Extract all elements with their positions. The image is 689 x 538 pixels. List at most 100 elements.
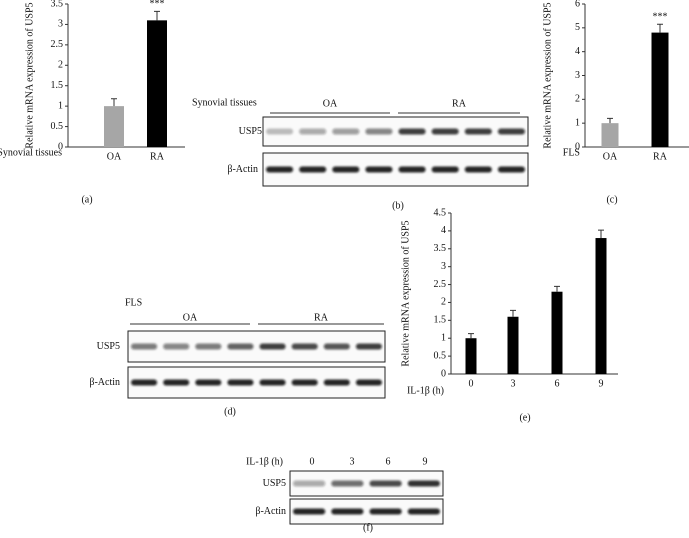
x-tick-label: 0 [469,378,474,389]
band [266,128,294,135]
y-tick-label: 3.5 [51,0,64,9]
panel-label: (d) [224,406,236,417]
lane-label: 0 [310,456,315,467]
y-tick-label: 1.5 [434,315,447,326]
bar [595,238,607,374]
band [131,379,158,386]
band [291,343,318,350]
y-tick-label: 0.5 [51,121,64,132]
y-tick-label: 3.5 [434,243,447,254]
lane-label: 6 [386,456,391,467]
y-tick-label: 3 [58,19,63,30]
x-axis-label: IL-1β (h) [407,385,444,396]
band [369,508,402,515]
band [332,128,360,135]
y-axis-label-box: Relative mRNA expression of USP5 [24,2,35,149]
band [464,166,492,173]
bar [551,291,563,374]
group-label: OA [323,98,338,109]
panel-label: (b) [392,200,404,211]
band [131,343,158,350]
significance: *** [653,12,668,23]
y-tick-label: 2 [58,60,63,71]
y-tick-label: 2.5 [434,279,447,290]
y-tick-label: 2.5 [51,39,64,50]
band [431,128,459,135]
blot-header: Synovial tissues [192,97,257,108]
error-bar [468,333,474,339]
band [355,343,382,350]
row-label: β-Actin [89,377,120,388]
error-bar [111,98,117,107]
band [332,166,360,173]
error-bar [510,309,516,317]
y-tick-label: 4.5 [434,207,447,218]
band [464,128,492,135]
y-tick-label: 2 [441,297,446,308]
x-tick-label: OA [107,151,122,162]
band [369,480,402,487]
band [365,128,393,135]
band [497,166,525,173]
bar [651,32,669,147]
panel-label: (c) [606,194,617,205]
panel-label: (f) [363,522,373,533]
y-tick-label: 0 [58,141,63,152]
y-tick-label: 5 [575,22,580,33]
band [299,128,327,135]
error-bar [598,229,604,239]
panel-label: (a) [81,194,92,205]
bar [465,338,477,374]
y-axis-label: Relative mRNA expression of USP5 [400,220,411,367]
band [331,508,364,515]
bar [507,316,519,374]
y-tick-label: 1 [575,117,580,128]
row-label: β-Actin [255,506,286,517]
band [266,166,294,173]
band [407,480,440,487]
band [398,166,426,173]
y-tick-label: 6 [575,0,580,9]
band [227,379,254,386]
panel-label: (e) [519,412,530,423]
lane-label: 9 [423,456,428,467]
error-bar [607,117,613,124]
y-axis-label-box: Relative mRNA expression of USP5 [400,220,411,367]
band [497,128,525,135]
x-tick-label: RA [150,151,165,162]
band [407,508,440,515]
band [227,343,254,350]
bar [147,20,167,147]
y-axis-label: Relative mRNA expression of USP5 [24,2,35,149]
band [365,166,393,173]
band [299,166,327,173]
band [331,480,364,487]
row-label: USP5 [97,341,120,352]
y-axis-label-box: Relative mRNA expression of USP5 [542,2,553,148]
band [259,343,286,350]
x-tick-label: RA [653,151,668,162]
y-tick-label: 4 [575,46,580,57]
x-axis-label: Synovial tissues [0,147,62,158]
lane-label: 3 [350,456,355,467]
group-label: OA [183,312,198,323]
band [398,128,426,135]
band [293,480,326,487]
band [163,379,190,386]
band [355,379,382,386]
band [163,343,190,350]
band [259,379,286,386]
band [431,166,459,173]
x-axis-label: FLS [563,147,580,158]
x-tick-label: OA [603,151,618,162]
error-bar [657,23,663,33]
row-label: USP5 [239,126,262,137]
y-tick-label: 4 [441,225,446,236]
band [291,379,318,386]
band [323,379,350,386]
blot-header: IL-1β (h) [246,456,283,467]
y-tick-label: 2 [575,94,580,105]
y-tick-label: 0 [575,141,580,152]
y-tick-label: 1.5 [51,80,64,91]
